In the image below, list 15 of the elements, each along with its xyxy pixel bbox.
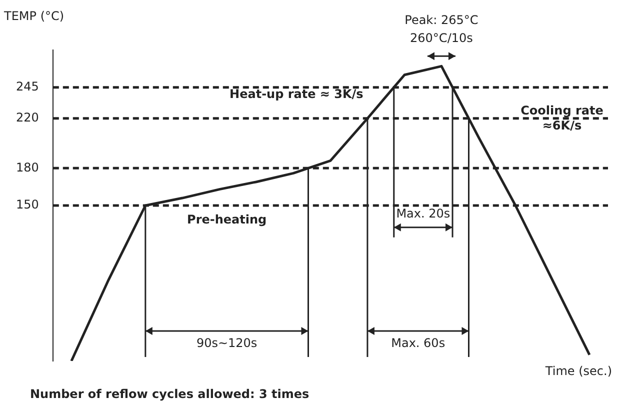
y-tick-label: 220: [16, 110, 39, 125]
annotation: Max. 20s: [396, 206, 450, 220]
annotation: Cooling rate ≈6K/s: [520, 103, 604, 132]
y-tick-label: 245: [16, 79, 39, 94]
y-tick-label: 150: [16, 198, 39, 212]
text: Peak: 265°C: [404, 13, 478, 28]
text: 260°C/10s: [410, 31, 473, 46]
y-axis-title: TEMP (°C): [3, 9, 64, 23]
y-tick-label: 180: [16, 160, 39, 174]
annotation: Heat-up rate ≈ 3K/s: [230, 87, 364, 101]
x-axis-title: Time (sec.): [544, 364, 612, 378]
text: Number of reflow cycles allowed: 3 times: [30, 387, 310, 401]
annotation: Max. 60s: [391, 336, 446, 350]
annotation: 90s~120s: [196, 336, 258, 350]
annotation: Pre-heating: [187, 212, 267, 226]
